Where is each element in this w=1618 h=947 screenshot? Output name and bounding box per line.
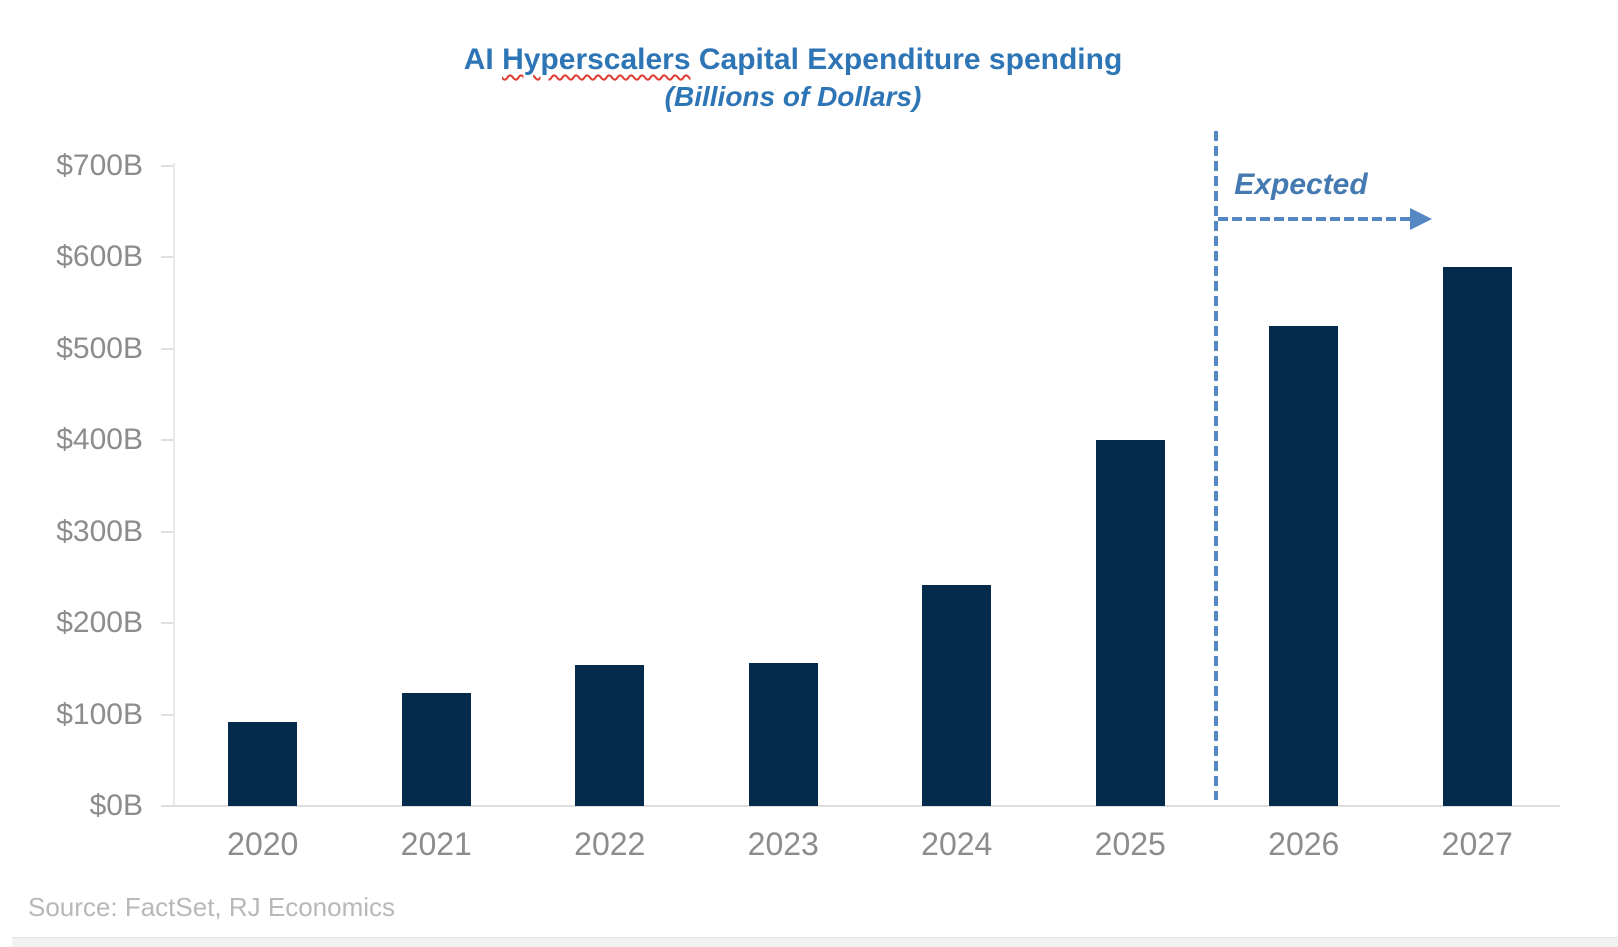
chart-title: AI Hyperscalers Capital Expenditure spen…	[464, 42, 1123, 78]
y-axis-tick	[161, 530, 174, 533]
bars-row	[176, 166, 1564, 806]
x-axis-label-2027: 2027	[1441, 826, 1513, 862]
bar-2022	[575, 665, 645, 806]
expected-divider-dashed-line	[1214, 131, 1218, 800]
chart-title-part1: AI	[463, 43, 503, 76]
x-axis-label-2021: 2021	[400, 826, 472, 862]
bar-slot-2026	[1217, 166, 1391, 806]
bar-slot-2022	[523, 166, 697, 806]
footer-strip	[12, 937, 1618, 947]
bar-slot-2024	[870, 166, 1044, 806]
bar-2026	[1269, 326, 1339, 806]
x-axis-label-2026: 2026	[1268, 826, 1340, 862]
y-axis-label: $100B	[56, 697, 143, 731]
chart-title-misspelled-word: Hyperscalers	[502, 43, 691, 76]
chart-title-part2: Capital Expenditure spending	[690, 43, 1123, 76]
bar-2024	[922, 585, 992, 806]
x-axis-label-2022: 2022	[574, 826, 646, 862]
bar-slot-2021	[350, 166, 524, 806]
bar-2025	[1095, 440, 1165, 806]
y-axis-label: $700B	[56, 149, 143, 182]
x-axis-line	[161, 805, 1560, 807]
expected-label: Expected	[1234, 168, 1368, 201]
chart-subtitle: (Billions of Dollars)	[664, 81, 922, 112]
bar-slot-2027	[1391, 166, 1565, 806]
y-axis-label: $300B	[56, 514, 143, 548]
expected-arrow-head-icon	[1410, 208, 1432, 230]
expected-arrow-dashed-line	[1218, 217, 1412, 221]
bar-slot-2023	[697, 166, 871, 806]
x-axis-label-2024: 2024	[921, 826, 993, 862]
x-axis-label-2023: 2023	[747, 826, 819, 862]
y-axis-tick	[161, 165, 174, 167]
x-axis-labels: 2020 2021 2022 2023 2024 2025 2026 2027	[176, 826, 1564, 862]
bar-2021	[401, 693, 471, 806]
bar-slot-2020	[176, 166, 350, 806]
y-axis-tick	[161, 347, 174, 350]
y-axis-tick	[161, 622, 174, 625]
y-axis-label: $600B	[56, 240, 143, 274]
y-axis-label: $500B	[56, 331, 143, 365]
source-note: Source: FactSet, RJ Economics	[28, 892, 396, 922]
y-axis-tick	[161, 713, 174, 716]
bar-2020	[228, 722, 298, 806]
y-axis-line	[173, 163, 175, 807]
x-axis-label-2020: 2020	[227, 826, 299, 862]
y-axis-label: $200B	[56, 606, 143, 640]
y-axis-label: $400B	[56, 423, 143, 457]
y-axis-tick	[161, 439, 174, 442]
y-axis-tick	[161, 256, 174, 259]
x-axis-label-2025: 2025	[1094, 826, 1166, 862]
bar-slot-2025	[1044, 166, 1218, 806]
y-axis-label: $0B	[89, 789, 143, 822]
bar-2027	[1442, 267, 1512, 806]
bar-2023	[748, 663, 818, 806]
